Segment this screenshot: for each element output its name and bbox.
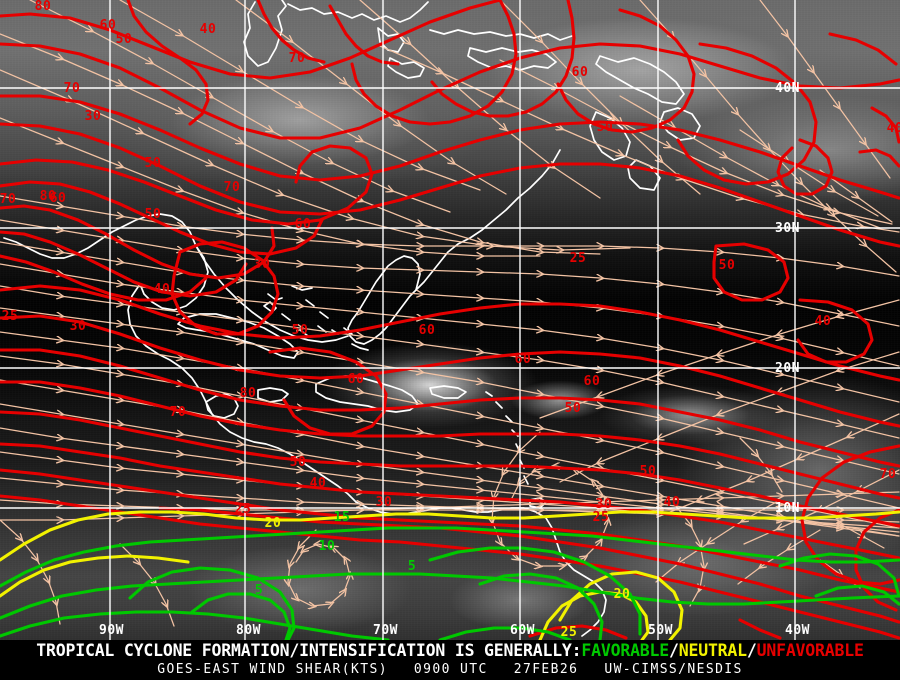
contour-value-label: 5 [408, 559, 416, 574]
contour-value-label: 30 [376, 495, 393, 510]
contour-value-label: 60 [50, 191, 67, 206]
contour-value-label: 50 [145, 207, 162, 222]
separator-2: / [746, 641, 757, 660]
contour-value-label: 60 [515, 352, 532, 367]
latitude-label: 10N [775, 501, 800, 516]
contour-value-label: 60 [572, 65, 589, 80]
headline-text: TROPICAL CYCLONE FORMATION/INTENSIFICATI… [0, 641, 900, 660]
longitude-label: 50W [648, 623, 673, 638]
contour-value-label: 30 [70, 319, 87, 334]
unfavorable-legend-label: UNFAVORABLE [756, 641, 864, 660]
contour-value-label: 70 [224, 180, 241, 195]
longitude-label: 70W [373, 623, 398, 638]
contour-value-label: 40 [154, 282, 171, 297]
contour-value-label: 60 [348, 372, 365, 387]
contour-value-label: 40 [200, 22, 217, 37]
satellite-map-panel[interactable]: 40N 30N 20N 10N 90W 80W 70W 60W 50W 40W 15 10 5 5 20 2… [0, 0, 900, 640]
agency-label: UW-CIMSS/NESDIS [604, 662, 743, 677]
latitude-label: 30N [775, 221, 800, 236]
separator-1: / [669, 641, 679, 660]
contour-value-label: 70 [64, 81, 81, 96]
contour-value-label: 80 [40, 189, 57, 204]
latitude-label: 40N [775, 81, 800, 96]
headline-prefix: TROPICAL CYCLONE FORMATION/INTENSIFICATI… [36, 641, 582, 660]
contour-value-label: 60 [419, 323, 436, 338]
contour-value-label: 40 [664, 495, 681, 510]
contour-value-label: 60 [100, 18, 117, 33]
contour-value-label: 70 [289, 51, 306, 66]
longitude-label: 40W [785, 623, 810, 638]
contour-value-label: 15 [334, 510, 351, 525]
contour-value-label: 40 [815, 314, 832, 329]
longitude-lines [109, 0, 796, 640]
contour-value-label: 50 [290, 455, 307, 470]
contour-value-label: 25 [570, 251, 587, 266]
contour-value-label: 40 [310, 476, 327, 491]
contour-value-label: 50 [640, 464, 657, 479]
contour-value-label: 25 [235, 502, 252, 517]
contour-value-label: 60 [295, 217, 312, 232]
contour-value-label: 50 [145, 156, 162, 171]
contour-value-label: 70 [170, 405, 187, 420]
longitude-label: 80W [236, 623, 261, 638]
contour-value-label: 5 [255, 583, 263, 598]
graticule-layer: 40N 30N 20N 10N 90W 80W 70W 60W 50W 40W [0, 0, 900, 640]
latitude-lines [0, 87, 900, 509]
isotach-contour-layer [0, 0, 900, 640]
neutral-legend-label: NEUTRAL [678, 641, 747, 660]
contour-value-label: 50 [597, 120, 614, 135]
latitude-label: 20N [775, 361, 800, 376]
source-label: GOES-EAST WIND SHEAR(KTS) [157, 662, 388, 677]
caption-bar: TROPICAL CYCLONE FORMATION/INTENSIFICATI… [0, 640, 900, 680]
contour-value-label: 70 [880, 467, 897, 482]
contour-value-label: 50 [116, 32, 133, 47]
contour-value-label: 80 [35, 0, 52, 14]
longitude-label: 60W [510, 623, 535, 638]
contour-value-label: 10 [319, 539, 336, 554]
contour-value-label: 20 [265, 516, 282, 531]
contour-value-label: 70 [0, 192, 16, 207]
contour-group-favorable [0, 526, 900, 640]
contour-value-label: 50 [719, 258, 736, 273]
contour-value-label: 30 [85, 109, 102, 124]
subline-text: GOES-EAST WIND SHEAR(KTS) 0900 UTC 27FEB26… [0, 662, 900, 677]
favorable-legend-label: FAVORABLE [581, 641, 670, 660]
contour-value-label: 20 [614, 587, 631, 602]
contour-value-label: 30 [254, 257, 271, 272]
time-label: 0900 UTC [413, 662, 488, 677]
contour-value-label: 25 [561, 625, 578, 640]
contour-value-label: 50 [292, 323, 309, 338]
contour-value-label: 50 [565, 401, 582, 416]
longitude-label: 90W [99, 623, 124, 638]
contour-value-label: 25 [593, 510, 610, 525]
contour-value-label: 40 [887, 121, 900, 136]
contour-value-label: 60 [584, 374, 601, 389]
graticule-labels: 40N 30N 20N 10N 90W 80W 70W 60W 50W 40W [99, 81, 810, 638]
contour-value-label: 30 [596, 497, 613, 512]
date-label: 27FEB26 [513, 662, 579, 677]
contour-value-label: 80 [240, 386, 257, 401]
contour-value-label: 25 [2, 309, 19, 324]
contour-group-unfavorable [0, 0, 900, 640]
